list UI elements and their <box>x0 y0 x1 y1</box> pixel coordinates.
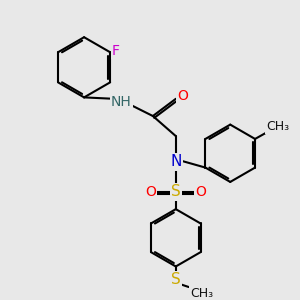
Text: S: S <box>171 272 181 287</box>
Text: N: N <box>170 154 182 169</box>
Text: S: S <box>171 184 181 200</box>
Text: CH₃: CH₃ <box>266 120 289 134</box>
Text: O: O <box>195 185 206 199</box>
Text: F: F <box>112 44 120 58</box>
Text: O: O <box>178 89 188 103</box>
Text: CH₃: CH₃ <box>190 286 213 300</box>
Text: NH: NH <box>111 95 132 109</box>
Text: O: O <box>146 185 156 199</box>
